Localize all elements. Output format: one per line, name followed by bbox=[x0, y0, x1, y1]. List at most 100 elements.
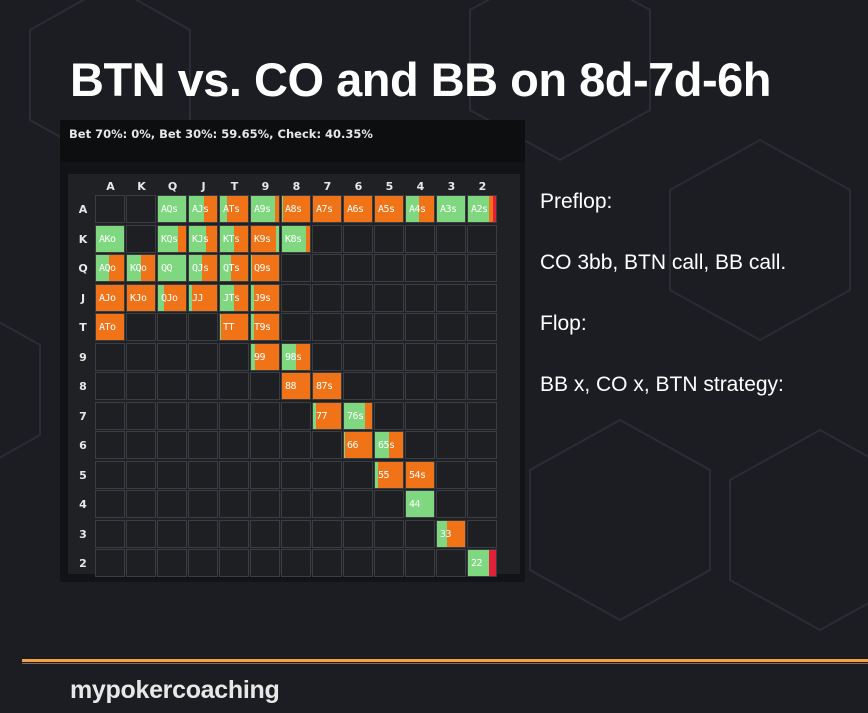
hand-cell-A7s[interactable]: A7s bbox=[312, 195, 342, 223]
strategy-segment bbox=[468, 196, 489, 222]
empty-cell bbox=[405, 519, 435, 548]
hand-cell-A3s[interactable]: A3s bbox=[436, 195, 466, 223]
hand-cell-ATs[interactable]: ATs bbox=[219, 195, 249, 223]
empty-cell bbox=[312, 490, 342, 518]
hand-cell-A5s[interactable]: A5s bbox=[374, 195, 404, 223]
empty-cell bbox=[188, 519, 218, 548]
hand-cell-87s[interactable]: 87s bbox=[312, 372, 342, 400]
hand-cell-AQs[interactable]: AQs bbox=[157, 195, 187, 223]
empty-cell bbox=[250, 401, 280, 430]
hand-cell-A6s[interactable]: A6s bbox=[343, 195, 373, 223]
row-header-J: J bbox=[80, 291, 86, 305]
hand-cell-22[interactable]: 22 bbox=[467, 549, 497, 577]
empty-cell bbox=[405, 224, 435, 253]
row-header-2: 2 bbox=[79, 557, 87, 570]
hand-cell-KTs[interactable]: KTs bbox=[219, 224, 249, 253]
brand-logo: mypokercoaching bbox=[70, 676, 280, 704]
hand-cell-K8s[interactable]: K8s bbox=[281, 224, 311, 253]
hand-cell-AJo[interactable]: AJo bbox=[95, 283, 125, 312]
empty-cell bbox=[343, 460, 373, 489]
hand-cell-KJs[interactable]: KJs bbox=[188, 224, 218, 253]
hand-cell-QJs[interactable]: QJs bbox=[188, 254, 218, 282]
strategy-segment bbox=[158, 255, 186, 281]
hand-cell-ATo[interactable]: ATo bbox=[95, 313, 125, 341]
strategy-segment bbox=[251, 314, 254, 340]
hand-cell-A9s[interactable]: A9s bbox=[250, 195, 280, 223]
hand-cell-77[interactable]: 77 bbox=[312, 401, 342, 430]
hand-cell-T9s[interactable]: T9s bbox=[250, 313, 280, 341]
hand-cell-Q9s[interactable]: Q9s bbox=[250, 254, 280, 282]
hand-cell-KJo[interactable]: KJo bbox=[126, 283, 156, 312]
hand-label: QQ bbox=[161, 263, 173, 274]
hand-cell-A2s[interactable]: A2s bbox=[467, 195, 497, 223]
hand-label: 22 bbox=[471, 558, 483, 569]
empty-cell bbox=[95, 401, 125, 430]
strategy-segment bbox=[344, 402, 365, 429]
hand-cell-JJ[interactable]: JJ bbox=[188, 283, 218, 312]
hand-cell-AJs[interactable]: AJs bbox=[188, 195, 218, 223]
hand-cell-65s[interactable]: 65s bbox=[374, 431, 404, 459]
empty-cell bbox=[436, 283, 466, 312]
hand-cell-54s[interactable]: 54s bbox=[405, 460, 435, 489]
column-header-K: K bbox=[137, 180, 146, 193]
hand-cell-55[interactable]: 55 bbox=[374, 460, 404, 489]
hand-cell-98s[interactable]: 98s bbox=[281, 342, 311, 371]
hand-cell-76s[interactable]: 76s bbox=[343, 401, 373, 430]
empty-cell bbox=[188, 313, 218, 341]
strategy-segment bbox=[158, 196, 186, 222]
hand-cell-QQ[interactable]: QQ bbox=[157, 254, 187, 282]
empty-cell bbox=[436, 401, 466, 430]
strategy-segment bbox=[276, 225, 279, 252]
info-flop-action: BB x, CO x, BTN strategy: bbox=[540, 373, 784, 396]
empty-cell bbox=[467, 401, 497, 430]
hand-cell-J9s[interactable]: J9s bbox=[250, 283, 280, 312]
hand-cell-QTs[interactable]: QTs bbox=[219, 254, 249, 282]
hand-cell-QJo[interactable]: QJo bbox=[157, 283, 187, 312]
empty-cell bbox=[95, 549, 125, 577]
empty-cell bbox=[467, 431, 497, 459]
empty-cell bbox=[436, 490, 466, 518]
strategy-segment bbox=[282, 343, 296, 370]
empty-cell bbox=[467, 519, 497, 548]
hand-cell-K9s[interactable]: K9s bbox=[250, 224, 280, 253]
hand-label: 65s bbox=[378, 440, 395, 451]
hand-cell-KQo[interactable]: KQo bbox=[126, 254, 156, 282]
hand-cell-99[interactable]: 99 bbox=[250, 342, 280, 371]
empty-cell bbox=[405, 283, 435, 312]
column-header-5: 5 bbox=[385, 180, 394, 193]
empty-cell bbox=[281, 490, 311, 518]
hand-label: 87s bbox=[316, 381, 333, 392]
empty-cell bbox=[219, 519, 249, 548]
empty-cell bbox=[157, 460, 187, 489]
empty-cell bbox=[405, 401, 435, 430]
hand-cell-AQo[interactable]: AQo bbox=[95, 254, 125, 282]
strategy-segment bbox=[344, 432, 346, 458]
empty-cell bbox=[188, 401, 218, 430]
strategy-segment bbox=[221, 314, 248, 340]
strategy-segment bbox=[96, 225, 124, 252]
hand-cell-KQs[interactable]: KQs bbox=[157, 224, 187, 253]
empty-cell bbox=[374, 401, 404, 430]
hand-cell-A8s[interactable]: A8s bbox=[281, 195, 311, 223]
hand-cell-88[interactable]: 88 bbox=[281, 372, 311, 400]
hand-label: QJs bbox=[192, 263, 209, 274]
hand-label: T9s bbox=[254, 322, 271, 333]
empty-cell bbox=[343, 490, 373, 518]
empty-cell bbox=[374, 490, 404, 518]
empty-cell bbox=[467, 490, 497, 518]
empty-cell bbox=[157, 313, 187, 341]
hand-cell-44[interactable]: 44 bbox=[405, 490, 435, 518]
empty-cell bbox=[95, 519, 125, 548]
hand-cell-66[interactable]: 66 bbox=[343, 431, 373, 459]
hand-cell-A4s[interactable]: A4s bbox=[405, 195, 435, 223]
strategy-segment bbox=[282, 196, 284, 222]
hand-cell-JTs[interactable]: JTs bbox=[219, 283, 249, 312]
hand-label: A7s bbox=[316, 204, 333, 215]
empty-cell bbox=[157, 519, 187, 548]
strategy-segment bbox=[127, 255, 141, 281]
hand-cell-33[interactable]: 33 bbox=[436, 519, 466, 548]
hand-cell-TT[interactable]: TT bbox=[219, 313, 249, 341]
hand-cell-AKo[interactable]: AKo bbox=[95, 224, 125, 253]
empty-cell bbox=[343, 342, 373, 371]
empty-cell bbox=[126, 431, 156, 459]
